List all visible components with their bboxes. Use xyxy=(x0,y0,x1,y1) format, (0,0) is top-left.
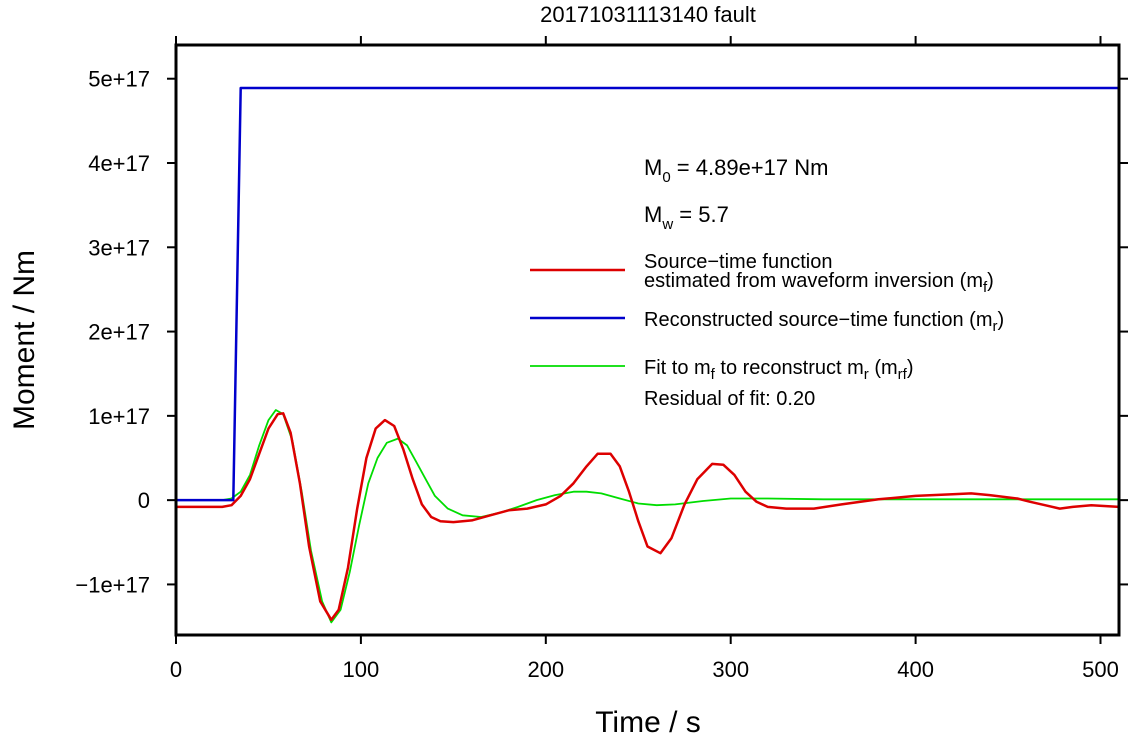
y-tick-label: 1e+17 xyxy=(88,404,150,429)
mw-main: M xyxy=(644,202,662,227)
series-layer xyxy=(176,86,1119,624)
legend-green-tail: ) xyxy=(907,357,914,379)
legend-green-t3: (m xyxy=(869,357,898,379)
legend-blue-tail: ) xyxy=(998,309,1005,331)
legend-label-green: Fit to mf to reconstruct mr (mrf) xyxy=(644,357,914,383)
x-axis-label: Time / s xyxy=(595,706,701,736)
y-tick-label: −1e+17 xyxy=(75,572,150,597)
mw-rest: = 5.7 xyxy=(673,202,729,227)
legend-red-line2-text: estimated from waveform inversion (m xyxy=(644,270,983,292)
legend-red-sub: f xyxy=(983,279,988,296)
m0-main: M xyxy=(644,155,662,180)
x-tick-label: 500 xyxy=(1082,657,1119,682)
series-line-red xyxy=(176,412,1119,622)
y-tick-label: 4e+17 xyxy=(88,151,150,176)
legend-blue-sub: r xyxy=(993,318,998,335)
legend-label-blue: Reconstructed source−time function (mr) xyxy=(644,309,1004,335)
legend-label-red-line2: estimated from waveform inversion (mf) xyxy=(644,270,994,296)
legend-blue-text: Reconstructed source−time function (m xyxy=(644,309,993,331)
plot-frame xyxy=(174,43,1121,637)
legend-green-s2: r xyxy=(864,366,869,383)
legend: Source−time function estimated from wave… xyxy=(530,251,1004,410)
m0-annotation: M0 = 4.89e+17 Nm xyxy=(644,155,828,186)
y-axis-label: Moment / Nm xyxy=(8,250,41,430)
legend-green-s1: f xyxy=(711,366,716,383)
series-line-green xyxy=(176,409,1119,624)
y-tick-label: 5e+17 xyxy=(88,67,150,92)
residual-label: Residual of fit: 0.20 xyxy=(644,388,815,410)
legend-red-tail: ) xyxy=(987,270,994,292)
chart-title: 20171031113140 fault xyxy=(540,2,756,27)
y-tick-label: 2e+17 xyxy=(88,320,150,345)
annotations: M0 = 4.89e+17 Nm Mw = 5.7 xyxy=(644,155,828,233)
y-tick-label: 0 xyxy=(138,488,150,513)
m0-rest: = 4.89e+17 Nm xyxy=(671,155,829,180)
y-axis-ticks: −1e+17 0 1e+17 2e+17 3e+17 4e+17 5e+17 xyxy=(75,67,1128,597)
x-tick-label: 100 xyxy=(343,657,380,682)
x-tick-label: 200 xyxy=(527,657,564,682)
y-tick-label: 3e+17 xyxy=(88,235,150,260)
legend-green-s3: rf xyxy=(898,366,908,383)
series-line-blue xyxy=(176,86,1119,502)
legend-green-t1: Fit to m xyxy=(644,357,711,379)
mw-annotation: Mw = 5.7 xyxy=(644,202,729,233)
x-tick-label: 0 xyxy=(170,657,182,682)
m0-sub: 0 xyxy=(662,169,670,186)
legend-green-t2: to reconstruct m xyxy=(715,357,864,379)
x-tick-label: 400 xyxy=(897,657,934,682)
mw-sub: w xyxy=(661,216,673,233)
x-tick-label: 300 xyxy=(712,657,749,682)
legend-label-red-line1: Source−time function xyxy=(644,251,832,273)
x-axis-ticks: 0 100 200 300 400 500 xyxy=(170,36,1119,682)
